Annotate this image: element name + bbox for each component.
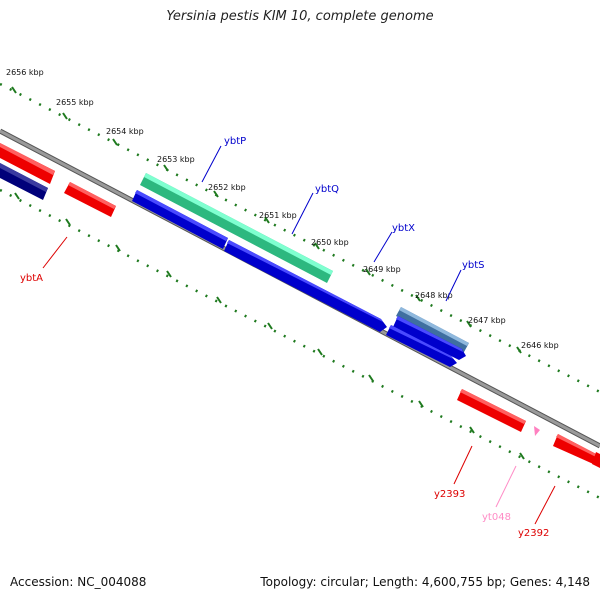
kbp-label: 2652 kbp bbox=[208, 183, 246, 192]
kbp-label: 2647 kbp bbox=[468, 316, 506, 325]
gene-ybtS-inner-bar[interactable] bbox=[393, 316, 466, 360]
gene-labels: ybtP ybtQ ybtX ybtS ybtA y2393 yt048 y23… bbox=[20, 136, 549, 539]
gene-label-ybtS: ybtS bbox=[462, 260, 485, 271]
gene-label-y2392: y2392 bbox=[518, 528, 549, 539]
map-title: Yersinia pestis KIM 10, complete genome bbox=[166, 9, 434, 24]
gene-label-yt048: yt048 bbox=[482, 512, 511, 523]
inner-tick-ring bbox=[0, 188, 600, 500]
gene-ybtX-bar[interactable] bbox=[224, 240, 387, 332]
kbp-label: 2656 kbp bbox=[6, 68, 44, 77]
gene-yt048-marker[interactable] bbox=[534, 426, 540, 436]
gene-label-ybtA: ybtA bbox=[20, 273, 43, 284]
inner-major-ticks bbox=[14, 192, 525, 460]
gene-label-ybtP: ybtP bbox=[224, 136, 246, 147]
kbp-label: 2655 kbp bbox=[56, 98, 94, 107]
kbp-label: 2649 kbp bbox=[363, 265, 401, 274]
genome-summary-text: Topology: circular; Length: 4,600,755 bp… bbox=[260, 575, 590, 589]
label-lines bbox=[42, 145, 556, 525]
gene-label-ybtQ: ybtQ bbox=[315, 184, 339, 195]
gene-y2392-bar[interactable] bbox=[553, 434, 600, 467]
gene-darkblue-left-bar[interactable] bbox=[0, 163, 48, 200]
accession-text: Accession: NC_004088 bbox=[10, 575, 147, 589]
kbp-label: 2653 kbp bbox=[157, 155, 195, 164]
kbp-label: 2648 kbp bbox=[415, 291, 453, 300]
kbp-label: 2650 kbp bbox=[311, 238, 349, 247]
gene-ybtQ-bar[interactable] bbox=[132, 190, 228, 249]
outer-major-ticks bbox=[11, 86, 522, 354]
kbp-label: 2654 kbp bbox=[106, 127, 144, 136]
kbp-label: 2646 kbp bbox=[521, 341, 559, 350]
kbp-label: 2651 kbp bbox=[259, 211, 297, 220]
gene-red-right-stub[interactable] bbox=[592, 452, 600, 468]
kbp-labels: 2656 kbp 2655 kbp 2654 kbp 2653 kbp 2652… bbox=[6, 68, 559, 350]
gene-ybtS-bar[interactable] bbox=[396, 307, 469, 352]
gene-red-left-bar[interactable] bbox=[0, 143, 55, 184]
outer-tick-ring bbox=[0, 82, 600, 394]
gene-label-y2393: y2393 bbox=[434, 489, 465, 500]
gene-blue-2647-bar[interactable] bbox=[386, 325, 457, 367]
gene-label-ybtX: ybtX bbox=[392, 223, 415, 234]
gene-y2393-bar[interactable] bbox=[457, 389, 526, 432]
gene-ybtP-bar[interactable] bbox=[140, 173, 333, 283]
gene-ybtA-bar[interactable] bbox=[64, 182, 116, 217]
